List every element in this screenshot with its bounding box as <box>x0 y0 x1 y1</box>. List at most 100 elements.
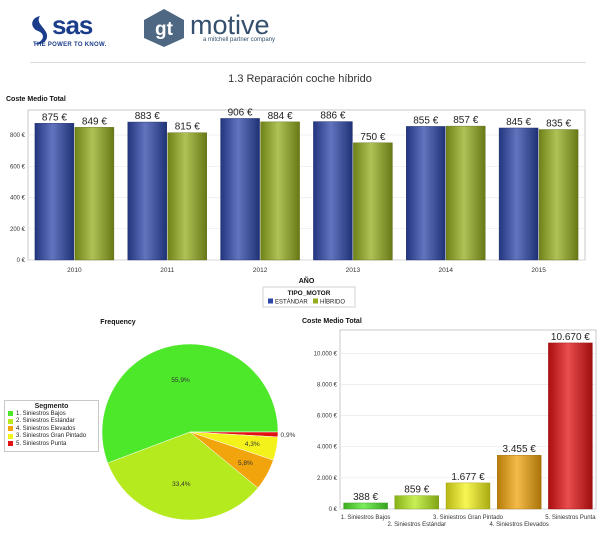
segment-cost-bar <box>445 482 491 510</box>
gt-motive-subtitle: a mitchell partner company <box>203 37 276 43</box>
gt-badge-text: gt <box>155 19 174 40</box>
segment-legend-item: 5. Siniestros Punta <box>8 440 98 448</box>
chart3-xtick-label: 1. Siniestros Bajos <box>341 515 391 521</box>
segment-cost-bar-chart: 0 € 2.000 € 4.000 € 6.000 € 8.000 € 10.000 € 3… <box>314 329 597 528</box>
chart3-xtick-label: 5. Siniestros Punta <box>545 515 596 521</box>
bar-hibrido <box>538 129 579 261</box>
chart3-ytick-label: 0 € <box>329 507 338 513</box>
segment-frequency-pie-chart: Frequency 55,9% 33,4% 5,8% 4,3% 0,9% <box>100 319 296 521</box>
segment-legend-item: 1. Siniestros Bajos <box>8 410 98 418</box>
segment-legend-swatch <box>8 411 13 417</box>
bar-hibrido <box>446 125 486 261</box>
segment-cost-bar <box>496 455 542 510</box>
bar-value-label: 859 € <box>404 485 429 496</box>
legend-swatch <box>313 298 318 304</box>
segment-legend-swatch <box>8 426 13 432</box>
chart3-ytick-label: 8.000 € <box>317 382 338 388</box>
chart1-ytick-label: 0 € <box>17 258 26 264</box>
bar-hibrido <box>167 132 207 261</box>
pie-slice-label: 4,3% <box>245 441 260 448</box>
gt-motive-name: motive <box>190 10 270 40</box>
bar-value-label: 857 € <box>453 115 478 126</box>
chart1-ytick-label: 800 € <box>10 133 26 139</box>
yearly-cost-bar-chart: 0 € 200 € 400 € 600 € 800 € 875 € 849 € 2010 883… <box>10 107 586 308</box>
bar-value-label: 10.670 € <box>551 332 590 343</box>
segment-cost-bar <box>394 495 440 510</box>
page-title: 1.3 Reparación coche híbrido <box>228 73 372 85</box>
pie-slice <box>107 431 259 521</box>
bar-hibrido <box>74 127 115 261</box>
chart3-ytick-label: 4.000 € <box>317 445 338 451</box>
segment-legend-title: Segmento <box>34 403 69 410</box>
bar-estandar <box>34 123 75 261</box>
bar-value-label: 884 € <box>268 111 293 122</box>
sas-tagline: THE POWER TO KNOW. <box>33 42 107 48</box>
bar-estandar <box>127 121 167 261</box>
legend-item-label: ESTÁNDAR <box>275 299 308 306</box>
segment-legend-label: 1. Siniestros Bajos <box>16 410 66 417</box>
chart1-xtick-label: 2010 <box>67 267 82 274</box>
bar-value-label: 3.455 € <box>503 444 537 455</box>
motor-legend-title: TIPO_MOTOR <box>288 290 331 297</box>
chart1-ytick-label: 400 € <box>10 196 26 202</box>
chart1-ytick-label: 600 € <box>10 164 26 170</box>
bar-value-label: 750 € <box>360 132 385 143</box>
segment-legend-swatch <box>8 433 13 439</box>
chart1-xtick-label: 2014 <box>439 267 454 274</box>
bar-value-label: 815 € <box>175 122 200 133</box>
segment-legend-label: 5. Siniestros Punta <box>16 440 67 447</box>
segment-legend-item: 3. Siniestros Gran Pintado <box>8 433 98 441</box>
bar-estandar <box>220 118 260 261</box>
bar-hibrido <box>260 121 300 261</box>
legend-swatch <box>268 298 273 304</box>
chart1-xtick-label: 2011 <box>160 267 174 274</box>
legend-item-label: HÍBRIDO <box>320 299 345 306</box>
bar-estandar <box>406 126 446 261</box>
gt-motive-badge: gt <box>144 9 184 47</box>
chart1-xtick-label: 2015 <box>531 267 546 274</box>
pie-slice-label: 0,9% <box>281 432 296 439</box>
sas-logo-mark <box>32 16 48 45</box>
chart1-ylabel: Coste Medio Total <box>6 96 66 103</box>
segment-legend-label: 2. Siniestros Estándar <box>16 418 75 425</box>
segment-cost-bar <box>343 502 388 510</box>
segment-legend-label: 4. Siniestros Elevados <box>16 425 76 432</box>
bar-value-label: 388 € <box>353 492 378 503</box>
segment-legend: Segmento 1. Siniestros Bajos 2. Siniestro… <box>4 400 99 452</box>
bar-value-label: 883 € <box>135 111 160 122</box>
bar-value-label: 906 € <box>228 107 253 118</box>
chart3-ylabel: Coste Medio Total <box>302 318 362 325</box>
segment-legend-item: 2. Siniestros Estándar <box>8 418 98 426</box>
chart3-xtick-label: 2. Siniestros Estándar <box>387 522 446 528</box>
sas-logo-text: sas <box>52 10 93 40</box>
pie-slice-label: 33,4% <box>172 481 191 488</box>
chart3-xtick-label: 4. Siniestros Elevados <box>490 522 549 528</box>
motor-legend <box>262 286 356 308</box>
header-divider <box>30 62 586 63</box>
bar-value-label: 845 € <box>506 117 531 128</box>
pie-title: Frequency <box>100 319 136 326</box>
segment-legend-item: 4. Siniestros Elevados <box>8 425 98 433</box>
bar-hibrido <box>353 142 393 261</box>
segment-legend-swatch <box>8 441 13 447</box>
chart1-xlabel: AÑO <box>299 276 315 285</box>
bar-value-label: 855 € <box>413 115 438 126</box>
bar-estandar <box>313 121 353 261</box>
chart1-ytick-label: 200 € <box>10 227 26 233</box>
chart1-xtick-label: 2012 <box>253 267 268 274</box>
pie-slice-label: 5,8% <box>238 460 253 467</box>
bar-value-label: 835 € <box>546 119 571 130</box>
bar-value-label: 886 € <box>320 111 345 122</box>
bar-value-label: 875 € <box>42 112 67 123</box>
chart3-ytick-label: 2.000 € <box>317 476 338 482</box>
bar-estandar <box>498 127 539 261</box>
chart3-ytick-label: 10.000 € <box>314 351 338 357</box>
bar-value-label: 849 € <box>82 116 107 127</box>
segment-legend-label: 3. Siniestros Gran Pintado <box>16 433 87 440</box>
chart1-xtick-label: 2013 <box>346 267 361 274</box>
chart3-ytick-label: 6.000 € <box>317 414 338 420</box>
bar-value-label: 1.677 € <box>451 472 485 483</box>
segment-cost-bar <box>548 342 593 510</box>
pie-slice <box>101 343 279 464</box>
segment-legend-swatch <box>8 418 13 424</box>
